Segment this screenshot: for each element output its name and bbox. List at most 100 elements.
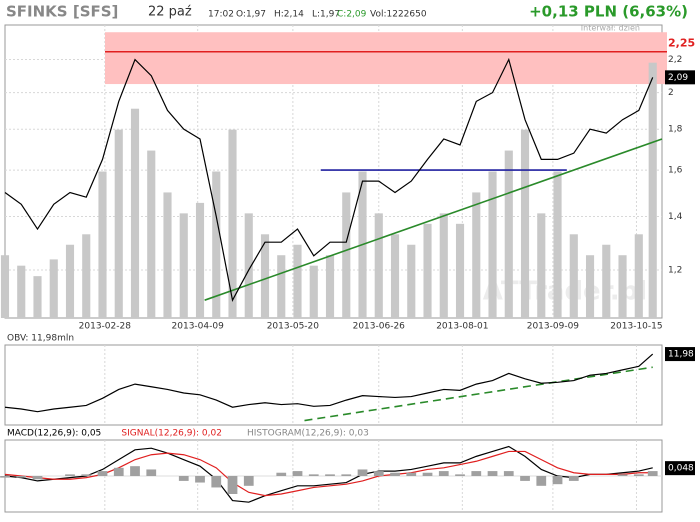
y-tick-label: 1,2 — [668, 265, 682, 275]
x-tick-label: 2013-05-20 — [267, 322, 320, 332]
histogram-bar — [422, 472, 433, 476]
date: 22 paź — [148, 5, 192, 20]
histogram-bar — [341, 474, 352, 476]
last-value-box — [665, 461, 695, 476]
histogram-bar — [373, 471, 384, 476]
high: H:2,14 — [274, 10, 304, 20]
histogram-bar — [16, 476, 27, 478]
time: 17:02 — [208, 10, 234, 20]
volume-bar — [342, 192, 351, 318]
x-tick-label: 2013-10-15 — [610, 322, 662, 332]
volume-bar — [277, 255, 286, 318]
histogram-bar — [552, 476, 563, 485]
histogram-bar — [633, 474, 644, 476]
histogram-bar — [325, 474, 335, 476]
volume-bar — [98, 171, 107, 318]
volume-bar — [114, 129, 123, 318]
histogram-bar — [243, 476, 254, 486]
histogram-bar — [146, 469, 157, 476]
volume-bar — [33, 276, 42, 318]
histogram-bar — [130, 466, 140, 476]
legend-entry: SIGNAL(12,26,9): 0,02 — [121, 429, 222, 439]
volume-bar — [212, 171, 221, 318]
volume-bar — [585, 255, 595, 318]
legend-entry: HISTOGRAM(12,26,9): 0,03 — [247, 429, 369, 439]
histogram-bar — [568, 476, 579, 481]
volume-bar — [455, 223, 465, 318]
histogram-bar — [438, 471, 449, 476]
volume-bar — [648, 62, 657, 318]
volume-bar — [195, 202, 205, 318]
interval: Interwał: dzień — [581, 24, 640, 33]
x-tick-label: 2013-08-01 — [436, 322, 488, 332]
volume-bar — [602, 244, 611, 318]
volume-bar — [260, 234, 270, 318]
last-value-label: 11,98 — [668, 350, 694, 360]
volume: Vol:1222650 — [370, 10, 427, 20]
volume-bar — [504, 150, 513, 318]
legend-entry: MACD(12,26,9): 0,05 — [7, 429, 101, 439]
y-tick-label: 1,6 — [668, 166, 683, 176]
histogram-bar — [471, 471, 482, 476]
panel-title: OBV: 11,98mln — [7, 334, 74, 344]
volume-bar — [147, 150, 156, 318]
volume-bar — [569, 234, 578, 318]
histogram-bar — [536, 476, 547, 486]
series-line — [4, 57, 654, 302]
histogram-bar — [113, 467, 124, 476]
histogram-bar — [81, 474, 92, 476]
series-line — [4, 353, 654, 413]
histogram-bar — [647, 471, 658, 476]
histogram-bar — [227, 476, 238, 494]
volume-bar — [179, 213, 188, 318]
volume-bar — [244, 213, 253, 318]
histogram-bar — [455, 474, 465, 476]
histogram-bar — [308, 474, 319, 476]
y-tick-label: 1,8 — [668, 125, 683, 135]
histogram-bar — [276, 472, 287, 476]
y-tick-label: 1,4 — [668, 212, 683, 222]
volume-bar — [390, 234, 400, 318]
last-value-box — [665, 70, 695, 85]
histogram-bar — [65, 474, 75, 476]
volume-bar — [309, 265, 318, 318]
volume-bar — [65, 244, 75, 318]
histogram-bar — [390, 472, 400, 476]
histogram-bar — [487, 471, 498, 476]
histogram-bar — [406, 472, 417, 476]
last-value-box — [665, 347, 695, 362]
series-line — [4, 445, 653, 503]
resistance-band — [105, 32, 667, 85]
volume-bar — [0, 255, 10, 318]
volume-bar — [82, 234, 91, 318]
volume-bar — [49, 259, 58, 318]
histogram-bar — [211, 476, 222, 488]
volume-bar — [163, 192, 172, 318]
volume-bar — [17, 265, 26, 318]
histogram-bar — [503, 471, 514, 476]
volume-bar — [472, 192, 481, 318]
x-tick-label: 2013-02-28 — [79, 322, 132, 332]
low: L:1,97 — [312, 10, 340, 20]
volume-bar — [374, 213, 383, 318]
last-value-label: 2,09 — [668, 73, 688, 83]
volume-bar — [325, 255, 335, 318]
series-line — [4, 450, 653, 497]
histogram-bar — [520, 476, 530, 481]
x-tick-label: 2013-04-09 — [172, 322, 225, 332]
open: O:1,97 — [236, 10, 266, 20]
level-label: 2,25 — [668, 37, 695, 50]
panel-frame — [4, 344, 663, 426]
symbol: SFINKS [SFS] — [6, 3, 118, 21]
histogram-bar — [97, 471, 108, 476]
x-tick-label: 2013-06-26 — [353, 322, 406, 332]
trend-line — [204, 138, 663, 301]
volume-bar — [439, 213, 448, 318]
volume-bar — [537, 213, 546, 318]
volume-bar — [130, 108, 140, 318]
volume-bar — [520, 129, 530, 318]
x-tick-label: 2013-09-09 — [527, 322, 580, 332]
histogram-bar — [195, 476, 205, 483]
last-value-label: 0,048 — [668, 464, 694, 474]
